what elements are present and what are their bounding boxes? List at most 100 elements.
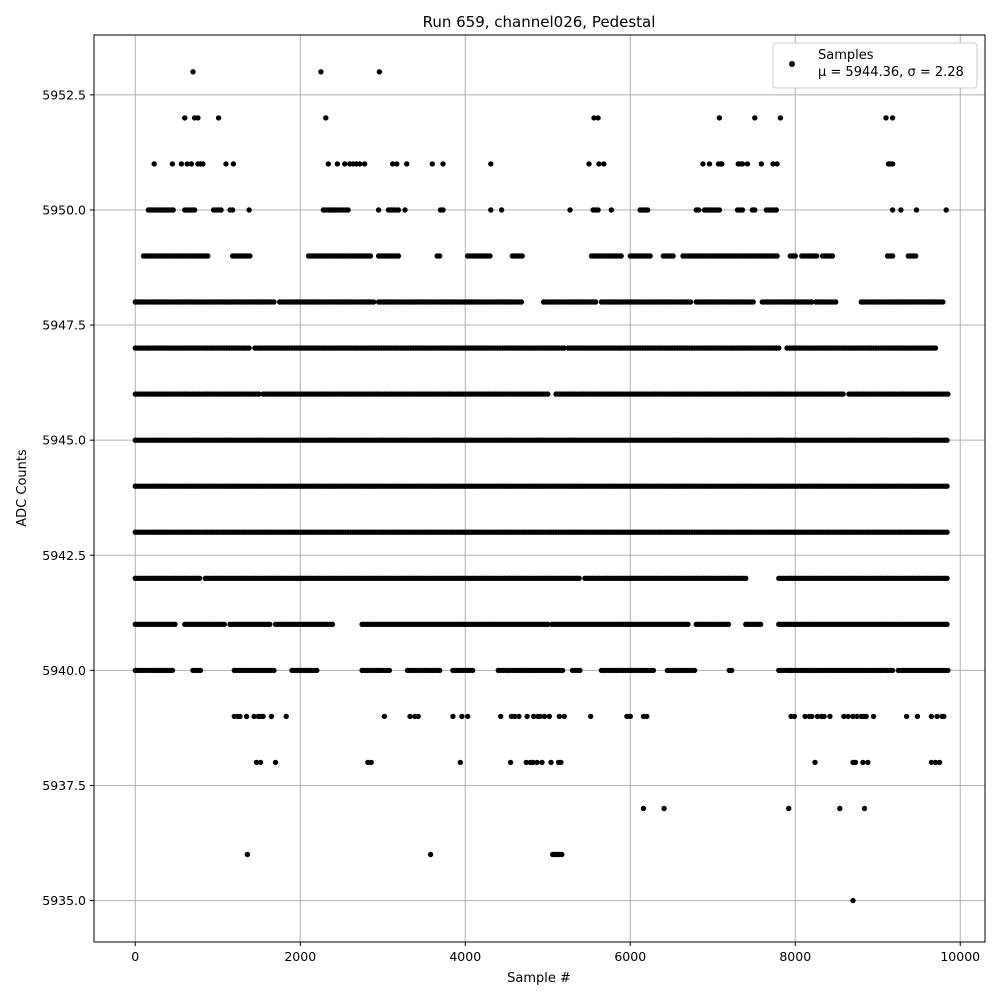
- data-point: [850, 897, 856, 904]
- data-point: [685, 621, 691, 627]
- data-point: [260, 713, 266, 720]
- x-tick-label: 6000: [614, 949, 646, 964]
- data-point: [716, 207, 723, 213]
- x-tick-label: 4000: [449, 949, 481, 964]
- data-point: [700, 161, 706, 167]
- data-point: [934, 713, 940, 720]
- data-point: [670, 253, 676, 259]
- x-tick-label: 2000: [284, 949, 316, 964]
- data-point: [792, 253, 798, 259]
- data-point: [757, 621, 764, 627]
- data-point: [545, 391, 551, 397]
- data-point: [237, 713, 243, 720]
- data-point: [596, 161, 602, 167]
- data-point: [427, 851, 434, 858]
- data-point: [936, 759, 943, 766]
- data-point: [595, 207, 601, 213]
- data-point: [169, 667, 176, 674]
- data-point: [390, 161, 396, 167]
- data-point: [548, 759, 554, 766]
- data-point: [928, 713, 935, 720]
- data-point: [271, 299, 277, 305]
- data-point: [777, 115, 784, 121]
- data-point: [200, 161, 206, 167]
- data-point: [272, 759, 279, 766]
- data-point: [318, 69, 324, 75]
- y-tick-label: 5942.5: [42, 548, 86, 563]
- data-point: [661, 805, 667, 812]
- data-point: [459, 713, 465, 720]
- data-point: [837, 805, 843, 812]
- data-point: [559, 667, 566, 674]
- data-point: [644, 207, 651, 213]
- data-point: [253, 759, 260, 766]
- data-point: [944, 529, 950, 535]
- data-point: [640, 805, 647, 812]
- data-point: [861, 805, 868, 812]
- data-point: [556, 713, 562, 720]
- data-point: [361, 161, 368, 167]
- data-point: [191, 207, 198, 213]
- data-point: [243, 713, 250, 720]
- data-point: [944, 483, 950, 489]
- data-point: [706, 161, 713, 167]
- data-point: [691, 667, 698, 674]
- plot-frame: [93, 34, 986, 943]
- data-point: [196, 575, 203, 581]
- data-point: [429, 161, 435, 167]
- data-point: [841, 713, 847, 720]
- data-point: [567, 207, 573, 213]
- data-point: [812, 759, 818, 766]
- data-point: [889, 161, 896, 167]
- data-point: [852, 759, 859, 766]
- data-point: [218, 207, 224, 213]
- data-point: [854, 713, 860, 720]
- data-point: [190, 69, 196, 75]
- data-point: [470, 667, 476, 674]
- data-point: [608, 207, 614, 213]
- data-point: [450, 713, 456, 720]
- data-point: [809, 299, 815, 305]
- data-point: [889, 115, 896, 121]
- data-point: [223, 161, 229, 167]
- data-point: [197, 667, 204, 674]
- data-point: [402, 207, 408, 213]
- data-point: [519, 253, 525, 259]
- data-point: [863, 713, 869, 720]
- y-tick-label: 5952.5: [42, 87, 86, 102]
- data-point: [889, 253, 896, 259]
- y-tick-label: 5940.0: [42, 663, 86, 678]
- data-points: [132, 69, 951, 904]
- data-point: [845, 713, 851, 720]
- data-point: [357, 161, 363, 167]
- y-axis-label: ADC Counts: [15, 449, 30, 527]
- y-tick-label: 5937.5: [42, 778, 86, 793]
- data-point: [545, 621, 551, 627]
- data-point: [182, 115, 188, 121]
- data-point: [802, 713, 808, 720]
- data-point: [531, 713, 537, 720]
- data-point: [791, 713, 798, 720]
- data-point: [644, 713, 650, 720]
- data-point: [375, 207, 382, 213]
- data-point: [246, 345, 252, 351]
- data-point: [696, 207, 702, 213]
- data-point: [725, 621, 732, 627]
- data-point: [786, 805, 792, 812]
- data-point: [367, 253, 374, 259]
- y-tick-label: 5935.0: [42, 893, 86, 908]
- legend-entry-stats: μ = 5944.36, σ = 2.28: [818, 65, 964, 80]
- data-point: [945, 391, 951, 397]
- y-axis: 5935.0 5937.5 5940.0 5942.5 5945.0 5947.5 5950…: [42, 87, 94, 908]
- data-point: [267, 621, 273, 627]
- data-point: [524, 713, 530, 720]
- data-point: [647, 253, 653, 259]
- data-point: [595, 115, 601, 121]
- data-point: [170, 207, 176, 213]
- data-point: [932, 759, 939, 766]
- data-point: [507, 759, 514, 766]
- data-point: [178, 161, 185, 167]
- data-point: [251, 713, 257, 720]
- data-point: [184, 161, 190, 167]
